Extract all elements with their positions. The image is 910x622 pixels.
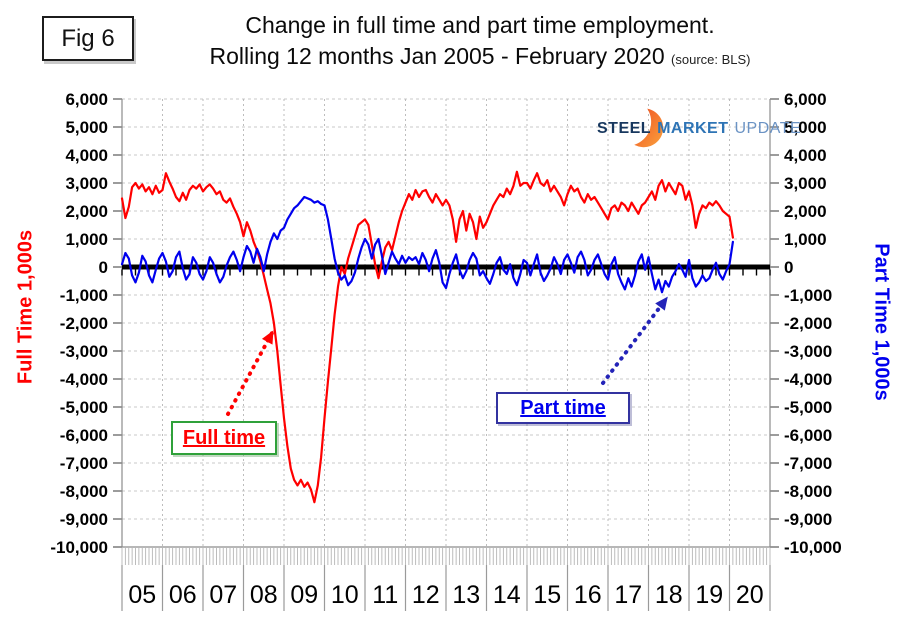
chart-title-line2: Rolling 12 months Jan 2005 - February 20…	[130, 40, 830, 76]
svg-text:16: 16	[574, 581, 602, 609]
svg-text:5,000: 5,000	[65, 118, 108, 137]
svg-text:-9,000: -9,000	[60, 510, 108, 529]
logo-swoosh-icon	[634, 108, 664, 148]
svg-text:-3,000: -3,000	[784, 342, 832, 361]
svg-text:3,000: 3,000	[65, 174, 108, 193]
svg-text:1,000: 1,000	[784, 230, 827, 249]
svg-text:07: 07	[209, 581, 237, 609]
svg-text:12: 12	[412, 581, 440, 609]
svg-text:-5,000: -5,000	[784, 398, 832, 417]
steel-market-update-logo: STEEL MARKET UPDATE	[597, 106, 801, 152]
svg-text:11: 11	[372, 581, 398, 609]
svg-text:-6,000: -6,000	[784, 426, 832, 445]
svg-text:1,000: 1,000	[65, 230, 108, 249]
svg-text:-4,000: -4,000	[784, 370, 832, 389]
svg-text:19: 19	[695, 581, 723, 609]
svg-text:2,000: 2,000	[784, 202, 827, 221]
svg-text:6,000: 6,000	[65, 90, 108, 109]
svg-text:18: 18	[655, 581, 683, 609]
logo-word-update: UPDATE	[734, 120, 802, 137]
chart-title-line1: Change in full time and part time employ…	[245, 12, 715, 38]
svg-text:-8,000: -8,000	[784, 482, 832, 501]
full-time-legend-box: Full time	[171, 421, 277, 455]
svg-text:09: 09	[290, 581, 318, 609]
svg-text:0: 0	[784, 258, 793, 277]
svg-text:2,000: 2,000	[65, 202, 108, 221]
svg-text:-1,000: -1,000	[60, 286, 108, 305]
left-axis-title: Full Time 1,000s	[14, 229, 37, 385]
fig-label: Fig 6	[61, 24, 115, 52]
svg-text:-8,000: -8,000	[60, 482, 108, 501]
right-axis-title: Part Time 1,000s	[870, 243, 893, 401]
svg-text:4,000: 4,000	[65, 146, 108, 165]
svg-text:17: 17	[614, 581, 642, 609]
svg-text:6,000: 6,000	[784, 90, 827, 109]
svg-text:05: 05	[128, 581, 156, 609]
svg-text:-4,000: -4,000	[60, 370, 108, 389]
chart-title-line2-text: Rolling 12 months Jan 2005 - February 20…	[209, 43, 665, 69]
logo-word-market: MARKET	[657, 120, 729, 137]
svg-text:13: 13	[452, 581, 480, 609]
svg-text:-2,000: -2,000	[60, 314, 108, 333]
svg-text:3,000: 3,000	[784, 174, 827, 193]
svg-text:-6,000: -6,000	[60, 426, 108, 445]
fig-label-box: Fig 6	[42, 16, 134, 61]
source-note: (source: BLS)	[671, 52, 751, 67]
svg-text:-10,000: -10,000	[50, 538, 108, 557]
svg-text:0: 0	[99, 258, 108, 277]
svg-text:-1,000: -1,000	[784, 286, 832, 305]
svg-text:-3,000: -3,000	[60, 342, 108, 361]
part-time-legend-box: Part time	[496, 392, 630, 424]
logo-word-steel: STEEL	[597, 120, 652, 137]
svg-text:4,000: 4,000	[784, 146, 827, 165]
full-time-legend-label: Full time	[182, 426, 266, 449]
logo-words: STEEL MARKET UPDATE	[597, 120, 801, 138]
svg-text:-9,000: -9,000	[784, 510, 832, 529]
svg-text:-2,000: -2,000	[784, 314, 832, 333]
svg-text:5,000: 5,000	[784, 118, 827, 137]
svg-text:15: 15	[533, 581, 561, 609]
chart-title: Change in full time and part time employ…	[130, 10, 830, 76]
svg-text:-10,000: -10,000	[784, 538, 842, 557]
svg-text:08: 08	[250, 581, 278, 609]
svg-text:20: 20	[736, 581, 764, 609]
svg-text:14: 14	[493, 581, 521, 609]
svg-text:-7,000: -7,000	[60, 454, 108, 473]
svg-text:-5,000: -5,000	[60, 398, 108, 417]
svg-text:10: 10	[331, 581, 359, 609]
svg-text:-7,000: -7,000	[784, 454, 832, 473]
part-time-legend-label: Part time	[520, 396, 606, 419]
svg-text:06: 06	[169, 581, 197, 609]
